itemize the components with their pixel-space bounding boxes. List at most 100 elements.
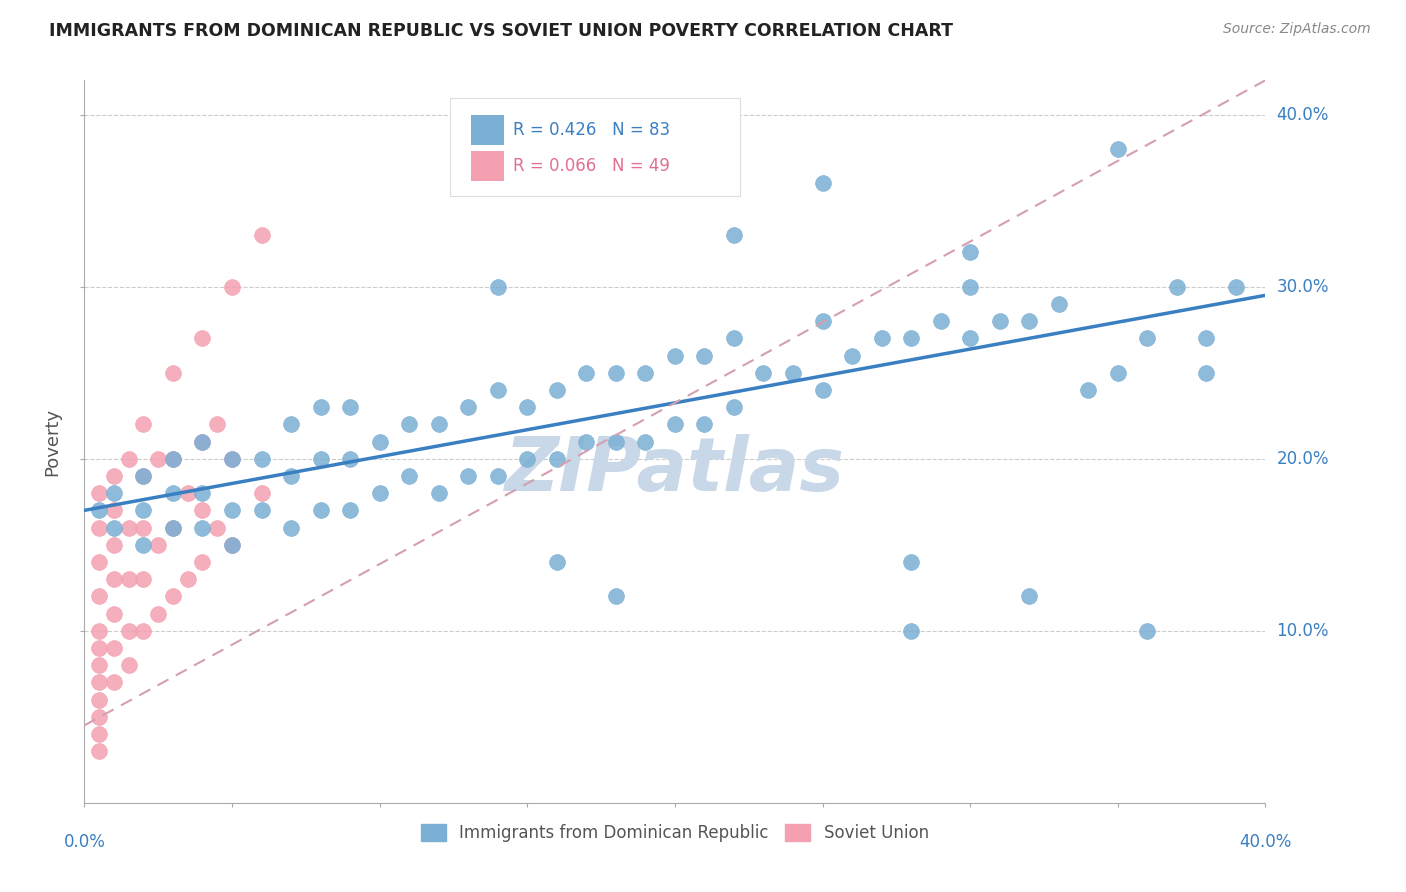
Point xyxy=(148,451,170,466)
Point xyxy=(959,245,981,260)
Point xyxy=(250,228,273,243)
Point xyxy=(959,279,981,293)
Point xyxy=(207,417,229,432)
Point xyxy=(841,349,863,363)
Point xyxy=(191,520,214,534)
Point xyxy=(368,486,391,500)
Point xyxy=(250,486,273,500)
Point xyxy=(634,434,657,449)
Point xyxy=(634,366,657,380)
Point xyxy=(1195,331,1218,345)
Point xyxy=(723,331,745,345)
Point xyxy=(486,469,509,483)
Point xyxy=(368,434,391,449)
Point xyxy=(280,520,302,534)
Point xyxy=(664,417,686,432)
Point xyxy=(103,520,125,534)
Point xyxy=(605,434,627,449)
Point xyxy=(664,349,686,363)
Point xyxy=(191,503,214,517)
Point xyxy=(900,624,922,638)
Point xyxy=(339,503,361,517)
Point xyxy=(988,314,1011,328)
Point xyxy=(250,503,273,517)
Point xyxy=(811,177,834,191)
Point xyxy=(1136,331,1159,345)
Point xyxy=(1047,297,1070,311)
Point xyxy=(177,486,200,500)
Point xyxy=(723,228,745,243)
Point xyxy=(221,451,243,466)
Point xyxy=(811,383,834,397)
Point xyxy=(427,417,450,432)
Point xyxy=(309,400,332,414)
Point xyxy=(221,451,243,466)
Point xyxy=(870,331,893,345)
Point xyxy=(162,486,184,500)
Point xyxy=(191,331,214,345)
Point xyxy=(398,469,420,483)
Point xyxy=(87,486,111,500)
Point xyxy=(959,331,981,345)
Point xyxy=(132,624,155,638)
Point xyxy=(486,279,509,293)
Point xyxy=(118,572,141,586)
Point xyxy=(546,383,568,397)
Point xyxy=(87,710,111,724)
Point xyxy=(309,451,332,466)
Point xyxy=(191,434,214,449)
Point xyxy=(191,434,214,449)
Point xyxy=(900,331,922,345)
Point xyxy=(162,451,184,466)
Point xyxy=(87,590,111,604)
Text: R = 0.426   N = 83: R = 0.426 N = 83 xyxy=(513,121,671,139)
Point xyxy=(103,572,125,586)
Point xyxy=(575,366,598,380)
Text: 40.0%: 40.0% xyxy=(1277,105,1329,124)
Point xyxy=(87,675,111,690)
Point xyxy=(103,503,125,517)
Point xyxy=(486,383,509,397)
Point xyxy=(811,314,834,328)
Point xyxy=(339,400,361,414)
Point xyxy=(221,538,243,552)
Point xyxy=(605,590,627,604)
Legend: Immigrants from Dominican Republic, Soviet Union: Immigrants from Dominican Republic, Sovi… xyxy=(415,817,935,848)
Point xyxy=(1077,383,1099,397)
Point xyxy=(191,486,214,500)
Point xyxy=(132,469,155,483)
Text: IMMIGRANTS FROM DOMINICAN REPUBLIC VS SOVIET UNION POVERTY CORRELATION CHART: IMMIGRANTS FROM DOMINICAN REPUBLIC VS SO… xyxy=(49,22,953,40)
Point xyxy=(87,727,111,741)
Point xyxy=(87,624,111,638)
Bar xyxy=(471,151,503,181)
Point xyxy=(398,417,420,432)
Point xyxy=(516,451,538,466)
Point xyxy=(250,451,273,466)
Point xyxy=(221,538,243,552)
Point xyxy=(1136,624,1159,638)
Text: 10.0%: 10.0% xyxy=(1277,622,1329,640)
Point xyxy=(118,658,141,673)
Point xyxy=(148,538,170,552)
Point xyxy=(723,400,745,414)
FancyBboxPatch shape xyxy=(450,98,740,196)
Point xyxy=(87,692,111,706)
Text: Source: ZipAtlas.com: Source: ZipAtlas.com xyxy=(1223,22,1371,37)
Point xyxy=(162,590,184,604)
Point xyxy=(118,451,141,466)
Point xyxy=(207,520,229,534)
Point xyxy=(280,417,302,432)
Point xyxy=(221,503,243,517)
Point xyxy=(118,624,141,638)
Text: ZIPatlas: ZIPatlas xyxy=(505,434,845,507)
Point xyxy=(103,469,125,483)
Point xyxy=(103,607,125,621)
Point xyxy=(221,279,243,293)
Point xyxy=(132,538,155,552)
Text: 0.0%: 0.0% xyxy=(63,833,105,851)
Point xyxy=(162,451,184,466)
Point xyxy=(132,417,155,432)
Point xyxy=(605,366,627,380)
Point xyxy=(1107,366,1129,380)
Point xyxy=(87,658,111,673)
